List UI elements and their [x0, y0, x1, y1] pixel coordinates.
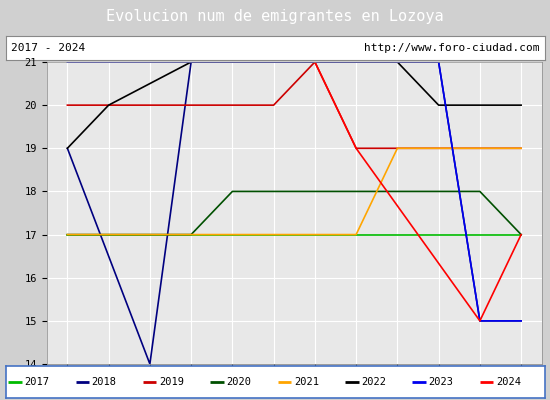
- Text: 2018: 2018: [92, 377, 117, 387]
- Text: 2019: 2019: [159, 377, 184, 387]
- Text: 2017: 2017: [24, 377, 50, 387]
- Text: http://www.foro-ciudad.com: http://www.foro-ciudad.com: [364, 43, 539, 53]
- Text: Evolucion num de emigrantes en Lozoya: Evolucion num de emigrantes en Lozoya: [106, 10, 444, 24]
- Text: 2020: 2020: [227, 377, 251, 387]
- Text: 2021: 2021: [294, 377, 319, 387]
- Text: 2024: 2024: [496, 377, 521, 387]
- Text: 2023: 2023: [428, 377, 454, 387]
- Text: 2017 - 2024: 2017 - 2024: [11, 43, 85, 53]
- Text: 2022: 2022: [361, 377, 386, 387]
